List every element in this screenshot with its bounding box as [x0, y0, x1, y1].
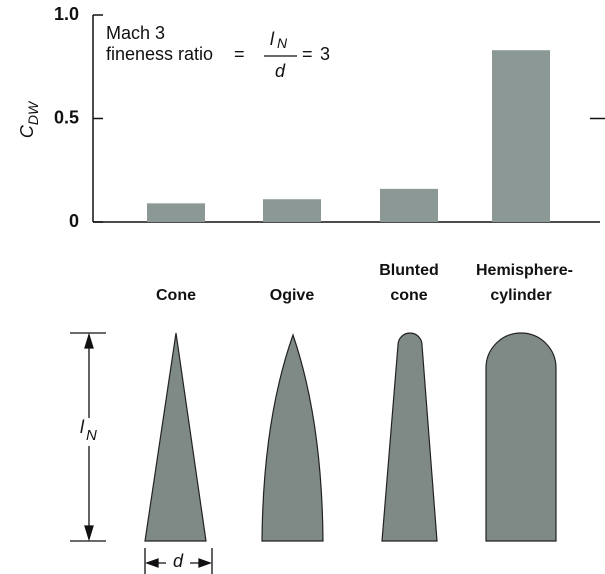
y-label: CDW — [17, 100, 41, 138]
annotation-ratio: 3 — [320, 44, 330, 64]
category-label: Hemisphere-cylinder — [476, 262, 573, 304]
bar — [147, 203, 205, 222]
y-tick-label: 0 — [69, 211, 79, 231]
length-main: l — [80, 417, 85, 437]
diameter-dimension — [144, 548, 213, 574]
length-sub: N — [86, 427, 97, 444]
annotation-equals-2: = — [302, 44, 313, 64]
category-label: Cone — [156, 287, 196, 304]
y-tick-label: 0.5 — [54, 107, 79, 127]
y-label-sub: DW — [25, 100, 41, 125]
numerator-main: l — [270, 29, 275, 49]
category-label: Ogive — [269, 287, 315, 304]
annotation-text: fineness ratio — [106, 44, 213, 64]
hemisphere-cylinder-shape — [485, 332, 557, 542]
bar — [380, 188, 438, 222]
dim-arrows — [84, 332, 94, 542]
diameter-label: d — [173, 551, 184, 571]
blunted-cone-shape — [381, 332, 438, 542]
category-label: Blunted cone — [379, 262, 439, 304]
y-label-main: C — [17, 124, 37, 138]
annotation-denominator: d — [275, 61, 286, 81]
ogive-shape — [261, 333, 324, 542]
cone-shape — [144, 332, 207, 542]
numerator-sub: N — [277, 35, 288, 51]
annotation-line1: Mach 3 — [106, 23, 165, 43]
shapes — [144, 332, 557, 542]
bar — [263, 199, 321, 222]
y-tick-label: 1.0 — [54, 4, 79, 24]
label-bg — [76, 418, 106, 446]
bar — [492, 50, 550, 222]
dim-arrows — [145, 558, 212, 568]
annotation-equals: = — [234, 44, 245, 64]
